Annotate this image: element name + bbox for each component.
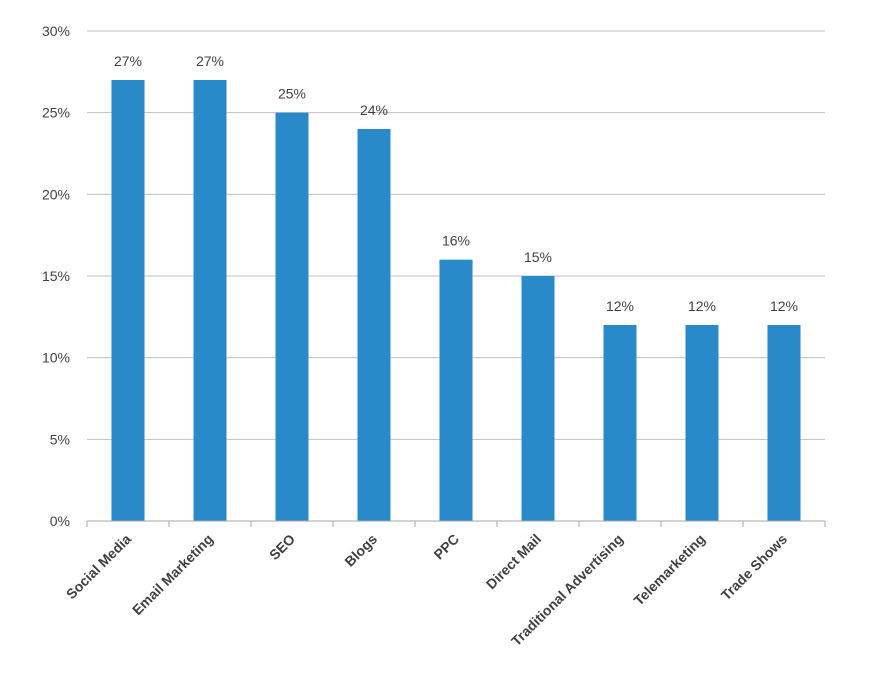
bar	[685, 325, 719, 521]
y-tick-label: 10%	[42, 350, 70, 366]
data-label: 12%	[770, 298, 798, 314]
data-label: 12%	[606, 298, 634, 314]
data-label: 24%	[360, 102, 388, 118]
data-label: 25%	[278, 86, 306, 102]
x-tick-label: SEO	[266, 531, 298, 563]
bar	[767, 325, 801, 521]
y-axis-tick-labels: 0% 5% 10% 15% 20% 25% 30%	[42, 23, 70, 529]
bars	[111, 80, 801, 522]
data-label: 16%	[442, 233, 470, 249]
y-tick-label: 5%	[50, 431, 70, 447]
bar	[111, 80, 145, 521]
bar	[603, 325, 637, 521]
data-label: 27%	[196, 53, 224, 69]
y-tick-label: 25%	[42, 105, 70, 121]
x-tick-label: Email Marketing	[129, 531, 216, 618]
x-tick-label: Trade Shows	[718, 531, 791, 604]
data-label: 27%	[114, 53, 142, 69]
y-tick-label: 15%	[42, 268, 70, 284]
x-tick-label: PPC	[430, 531, 462, 563]
y-tick-label: 0%	[50, 513, 70, 529]
bar	[275, 112, 309, 522]
y-tick-label: 20%	[42, 186, 70, 202]
x-tick-label: Social Media	[63, 531, 134, 602]
bar	[193, 80, 227, 521]
data-labels: 27% 27% 25% 24% 16% 15% 12% 12% 12%	[114, 53, 798, 314]
bar	[357, 129, 391, 521]
x-tick-label: Direct Mail	[483, 531, 544, 592]
data-label: 12%	[688, 298, 716, 314]
x-tick-label: Blogs	[341, 531, 380, 570]
x-axis	[86, 520, 826, 527]
x-tick-label: Telemarketing	[630, 531, 708, 609]
bar	[521, 276, 555, 521]
data-label: 15%	[524, 249, 552, 265]
y-tick-label: 30%	[42, 23, 70, 39]
bar	[439, 259, 473, 521]
